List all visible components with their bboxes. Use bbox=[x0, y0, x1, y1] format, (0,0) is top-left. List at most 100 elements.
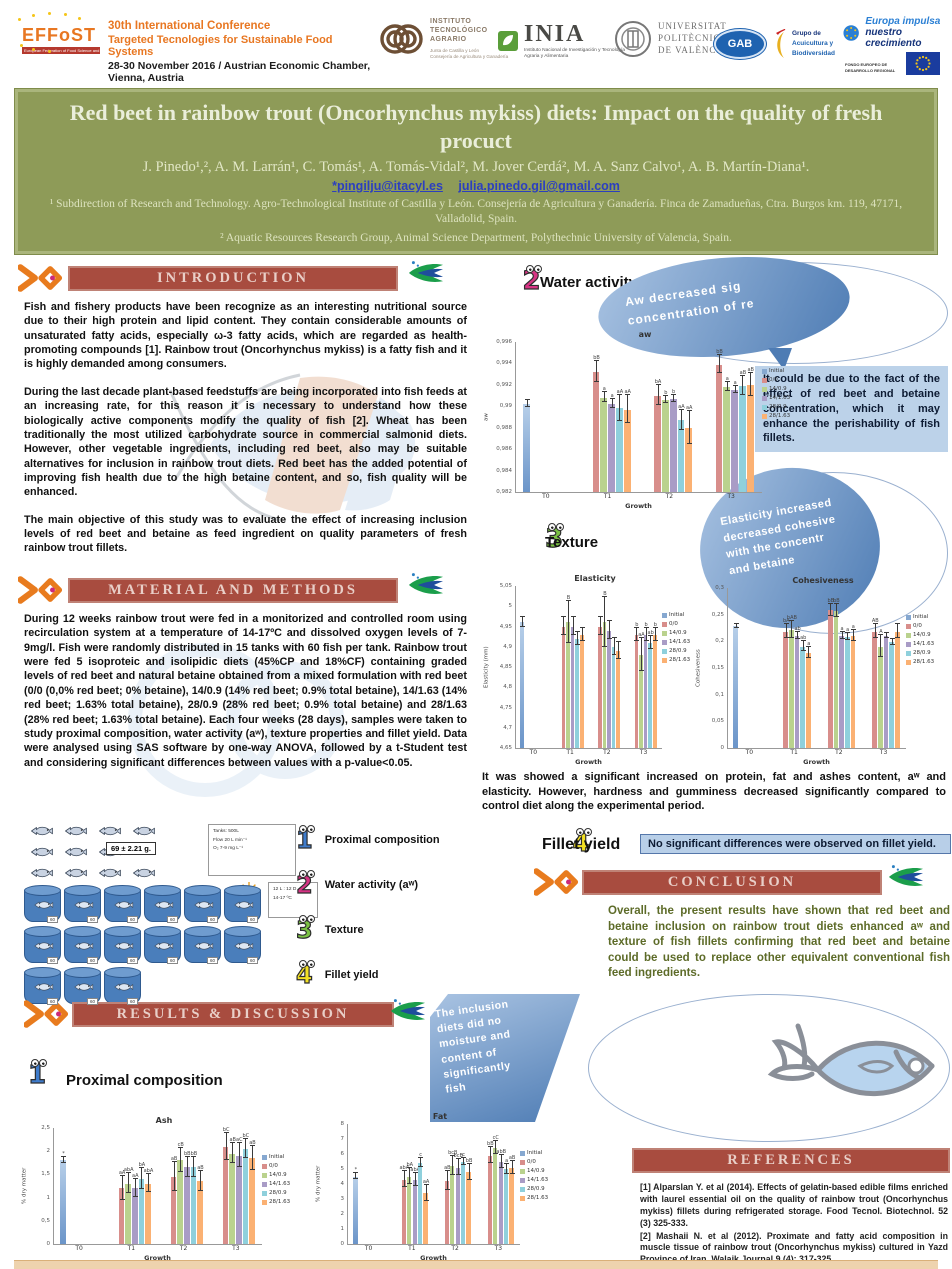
fish-icon bbox=[28, 845, 54, 864]
fish-icon bbox=[62, 866, 88, 885]
fish-icon bbox=[96, 824, 122, 843]
texture-result-note: It was showed a significant increased on… bbox=[482, 770, 946, 827]
fish-tank: 60 bbox=[24, 885, 61, 923]
fish-tank: 60 bbox=[24, 926, 61, 964]
upv-name1: UNIVERSITAT bbox=[658, 21, 727, 32]
methods-paragraph: During 12 weeks rainbow trout were fed i… bbox=[24, 613, 467, 769]
effost-logo-text: EFFoST bbox=[22, 25, 96, 45]
watermark-rings bbox=[128, 643, 344, 797]
tank-info-oxygen: O₂ 7-9 mg L⁻¹ bbox=[213, 846, 243, 852]
orange-fish-icon bbox=[534, 868, 579, 896]
section-header-introduction: INTRODUCTION bbox=[68, 266, 398, 291]
europa-stars-icon bbox=[843, 24, 859, 41]
europa-line2: nuestro crecimiento bbox=[865, 27, 922, 49]
ash-chart: Ash% dry matter 2,5 2 1,5 1 0,5 0 * aA abA aA bA abA… bbox=[21, 1116, 291, 1262]
proximal-composition-title: Proximal composition bbox=[66, 1072, 223, 1089]
fish-icon bbox=[62, 824, 88, 843]
email-link-1[interactable]: *pingilju@itacyl.es bbox=[332, 179, 443, 193]
tank-info-volume: Tanks: 500L bbox=[213, 829, 239, 834]
cohesiveness-chart: Cohesiveness Cohesiveness 0,3 0,25 0,2 0,15 0,… bbox=[695, 576, 935, 766]
fish-icon bbox=[130, 824, 156, 843]
gab-sub2: Acuicultura y bbox=[792, 40, 834, 48]
fish-tank: 60 bbox=[184, 885, 221, 923]
fish-tank: 60 bbox=[64, 885, 101, 923]
green-fish-icon bbox=[888, 865, 924, 886]
gab-badge: GAB bbox=[714, 29, 766, 59]
tanks-grid: 60 60 60 60 60 60 60 60 60 60 60 60 60 60 60 bbox=[24, 885, 261, 1011]
inia-subtitle: Instituto Nacional de Investigación y Te… bbox=[524, 48, 625, 59]
tank-info-flow: Flow 20 L min⁻¹ bbox=[213, 837, 247, 843]
parameter-label: Texture bbox=[324, 924, 364, 936]
tank-count-label: 60 bbox=[86, 998, 98, 1005]
section-header-references: REFERENCES bbox=[632, 1148, 950, 1173]
affiliation-1: ¹ Subdirection of Research and Technolog… bbox=[49, 198, 903, 225]
parameter-label: Proximal composition bbox=[324, 834, 440, 846]
speech-bubble-results: The inclusion diets did no moisture and … bbox=[430, 994, 950, 1144]
upv-seal-icon bbox=[615, 21, 651, 57]
fillet-yield-title: Fillet yield bbox=[542, 836, 621, 853]
fish-icon bbox=[28, 866, 54, 885]
gab-logo: GAB Grupo de Acuicultura y Biodiversidad bbox=[714, 28, 835, 60]
texture-note-text: It was showed a significant increased on… bbox=[482, 771, 946, 813]
tank-count-label: 60 bbox=[206, 957, 218, 964]
europa-logo: Europa impulsa nuestro crecimiento bbox=[843, 16, 952, 49]
number-1-icon: 1 bbox=[295, 825, 315, 853]
photoperiod-light: 12 L : 12 D bbox=[273, 887, 297, 892]
emails: *pingilju@itacyl.es julia.pinedo.gil@gma… bbox=[41, 179, 911, 193]
fish-tank: 60 bbox=[104, 926, 141, 964]
fish-tank: 60 bbox=[24, 967, 61, 1005]
introduction-text: Fish and fishery products have been reco… bbox=[24, 300, 467, 569]
fish-tank: 60 bbox=[104, 885, 141, 923]
inia-leaf-icon bbox=[498, 30, 518, 51]
green-fish-icon bbox=[408, 261, 444, 282]
fish-tank: 60 bbox=[64, 967, 101, 1005]
fish-tank: 60 bbox=[224, 926, 261, 964]
upv-name2: POLITÈCNICA bbox=[658, 33, 728, 44]
conference-info: 30th International Conference Targeted T… bbox=[108, 20, 380, 84]
fish-tank: 60 bbox=[224, 885, 261, 923]
section-header-conclusion: CONCLUSION bbox=[582, 870, 882, 895]
upv-logo: UNIVERSITAT POLITÈCNICA DE VALÈNCIA bbox=[614, 20, 728, 58]
intro-paragraph-1: Fish and fishery products have been reco… bbox=[24, 301, 467, 371]
itacyl-sub2: Consejería de Agricultura y Ganadería bbox=[430, 53, 509, 59]
tank-count-label: 60 bbox=[166, 957, 178, 964]
orange-fish-icon bbox=[18, 576, 63, 604]
conference-subtitle: Targeted Tecnologies for Sustainable Foo… bbox=[108, 34, 333, 58]
tank-count-label: 60 bbox=[246, 957, 258, 964]
orange-fish-icon bbox=[18, 264, 63, 292]
number-1-icon: 1 bbox=[27, 1059, 47, 1090]
orange-fish-icon bbox=[24, 1000, 69, 1028]
parameters-list: 1 Proximal composition 2 Water activity … bbox=[295, 822, 456, 1002]
itacyl-logo: INSTITUTO TECNOLÓGICO AGRARIO Junta de C… bbox=[380, 18, 510, 60]
fillet-yield-note: No significant differences were observed… bbox=[640, 834, 951, 854]
itacyl-rings-icon bbox=[380, 24, 423, 54]
elasticity-chart: Elasticity Elasticity (mm) 5,05 5 4,95 4,9 4,8… bbox=[483, 574, 691, 766]
conclusion-text: Overall, the present results have shown … bbox=[608, 905, 950, 980]
fish-tank: 60 bbox=[184, 926, 221, 964]
tank-count-label: 60 bbox=[46, 998, 58, 1005]
parameter-label: Water activity (aʷ) bbox=[324, 879, 419, 891]
number-4-icon: 4 bbox=[572, 828, 592, 856]
watermark-fish bbox=[168, 373, 416, 522]
email-link-2[interactable]: julia.pinedo.gil@gmail.com bbox=[458, 179, 620, 193]
europa-fund-text: FONDO EUROPEO DE DESARROLLO REGIONAL bbox=[845, 62, 896, 73]
number-2-icon: 2 bbox=[522, 265, 542, 296]
fish-tank: 60 bbox=[144, 885, 181, 923]
inia-logo: INIA Instituto Nacional de Investigación… bbox=[498, 22, 629, 60]
fish-tank: 60 bbox=[64, 926, 101, 964]
fish-tank: 60 bbox=[104, 967, 141, 1005]
intro-paragraph-2: During the last decade plant-based feeds… bbox=[24, 385, 467, 499]
reference-item: [1] Alparslan Y. et al (2014). Effects o… bbox=[640, 1182, 948, 1228]
affiliation-2: ² Aquatic Resources Research Group, Anim… bbox=[220, 231, 732, 244]
title-banner: Red beet in rainbow trout (Oncorhynchus … bbox=[14, 88, 938, 255]
tank-info-box: Tanks: 500L Flow 20 L min⁻¹ O₂ 7-9 mg L⁻… bbox=[208, 824, 296, 876]
effost-stars-icon bbox=[18, 18, 21, 21]
itacyl-sub1: Junta de Castilla y León bbox=[430, 47, 480, 53]
gab-crescent-icon bbox=[776, 29, 786, 58]
europa-line1: Europa impulsa bbox=[865, 16, 941, 27]
effost-logo: EFFoST European Federation of Food Scien… bbox=[18, 18, 100, 54]
conference-title: 30th International Conference bbox=[108, 20, 271, 32]
tank-count-label: 60 bbox=[86, 957, 98, 964]
gab-sub3: Biodiversidad bbox=[792, 49, 835, 57]
references-list: [1] Alparslan Y. et al (2014). Effects o… bbox=[640, 1182, 948, 1267]
